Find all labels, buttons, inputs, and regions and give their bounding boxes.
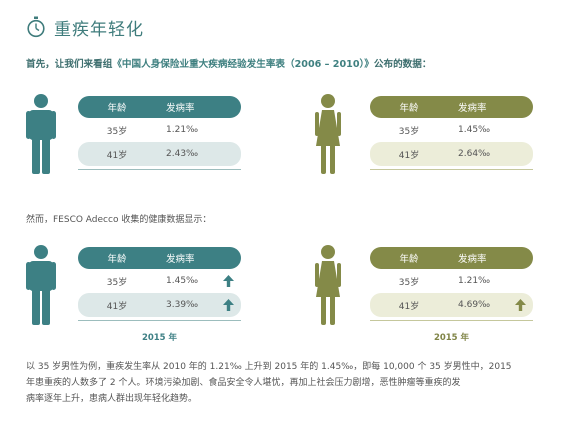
female-table-2010: 年龄 发病率 35岁 1.45‰ 41岁 2.64‰ (370, 96, 533, 170)
header-rate: 发病率 (458, 254, 487, 265)
up-arrow-icon (220, 275, 236, 287)
table-divider (78, 169, 241, 170)
male-year-label: 2015 年 (141, 333, 178, 343)
table-header: 年龄 发病率 (78, 96, 241, 118)
up-arrow-icon (512, 299, 528, 311)
table-divider (78, 320, 241, 321)
header-rate: 发病率 (166, 254, 195, 265)
table-row: 41岁 3.39‰ (78, 293, 241, 317)
table-row: 35岁 1.45‰ (370, 118, 533, 142)
intro-suffix: 公布的数据： (373, 59, 432, 70)
header-age: 年龄 (107, 254, 127, 265)
second-intro-text: 然而，FESCO Adecco 收集的健康数据显示： (26, 215, 212, 225)
table-row: 41岁 2.43‰ (78, 142, 241, 166)
cell-age: 41岁 (106, 150, 128, 161)
male-figure-icon (26, 245, 56, 325)
intro-text: 首先，让我们来看组《中国人身保险业重大疾病经验发生率表（2006 – 2010）… (26, 56, 431, 70)
female-figure-icon (315, 94, 341, 174)
header-age: 年龄 (107, 103, 127, 114)
table-row: 35岁 1.21‰ (370, 269, 533, 293)
header-rate: 发病率 (458, 103, 487, 114)
cell-age: 41岁 (398, 301, 420, 312)
table-header: 年龄 发病率 (370, 96, 533, 118)
table-divider (370, 169, 533, 170)
cell-rate: 1.21‰ (166, 125, 199, 135)
cell-rate: 2.64‰ (458, 149, 491, 159)
stopwatch-icon (27, 16, 45, 38)
male-table-2010: 年龄 发病率 35岁 1.21‰ 41岁 2.43‰ (78, 96, 241, 170)
cell-rate: 4.69‰ (458, 300, 491, 310)
female-year-label: 2015 年 (433, 333, 470, 343)
header-age: 年龄 (399, 103, 419, 114)
footer-line: 病率逐年上升，患病人群出现年轻化趋势。 (26, 394, 198, 404)
table-divider (370, 320, 533, 321)
cell-age: 35岁 (398, 277, 420, 288)
table-row: 35岁 1.21‰ (78, 118, 241, 142)
cell-age: 35岁 (106, 277, 128, 288)
cell-rate: 1.45‰ (166, 276, 199, 286)
page-title: 重疾年轻化 (54, 19, 144, 40)
header-age: 年龄 (399, 254, 419, 265)
cell-rate: 1.45‰ (458, 125, 491, 135)
table-row: 41岁 2.64‰ (370, 142, 533, 166)
header-rate: 发病率 (166, 103, 195, 114)
footer-paragraph: 以 35 岁男性为例，重疾发生率从 2010 年的 1.21‰ 上升到 2015… (26, 359, 566, 407)
female-table-2015: 年龄 发病率 35岁 1.21‰ 41岁 4.69‰ (370, 247, 533, 321)
cell-age: 41岁 (398, 150, 420, 161)
male-figure-icon (26, 94, 56, 174)
cell-rate: 3.39‰ (166, 300, 199, 310)
male-table-2015: 年龄 发病率 35岁 1.45‰ 41岁 3.39‰ (78, 247, 241, 321)
female-figure-icon (315, 245, 341, 325)
cell-age: 35岁 (106, 126, 128, 137)
table-row: 41岁 4.69‰ (370, 293, 533, 317)
cell-rate: 1.21‰ (458, 276, 491, 286)
intro-prefix: 首先，让我们来看组 (26, 59, 113, 70)
intro-source: 《中国人身保险业重大疾病经验发生率表（2006 – 2010）》 (112, 59, 374, 70)
cell-age: 41岁 (106, 301, 128, 312)
page-title-row: 重疾年轻化 (26, 13, 144, 41)
table-row: 35岁 1.45‰ (78, 269, 241, 293)
footer-line: 年患重疾的人数多了 2 个人。环境污染加剧、食品安全令人堪忧，再加上社会压力剧增… (26, 378, 461, 388)
cell-age: 35岁 (398, 126, 420, 137)
up-arrow-icon (220, 299, 236, 311)
cell-rate: 2.43‰ (166, 149, 199, 159)
footer-line: 以 35 岁男性为例，重疾发生率从 2010 年的 1.21‰ 上升到 2015… (26, 362, 512, 372)
table-header: 年龄 发病率 (370, 247, 533, 269)
table-header: 年龄 发病率 (78, 247, 241, 269)
